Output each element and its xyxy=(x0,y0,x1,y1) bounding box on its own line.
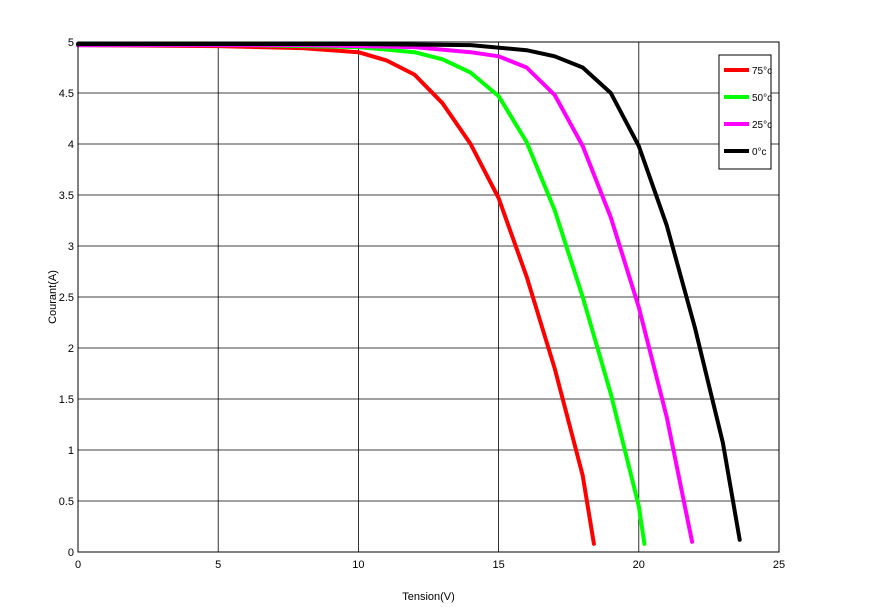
series-line-1 xyxy=(76,43,647,546)
legend: 75°c 50°c 25°c 0°c xyxy=(718,54,772,170)
y-tick-label: 4 xyxy=(68,139,74,151)
y-tick-label: 4.5 xyxy=(59,88,74,100)
y-axis-ticks: 0 0.5 1 1.5 2 2.5 3 3.5 4 4.5 5 xyxy=(59,37,74,559)
plot-frame xyxy=(77,41,780,553)
y-tick-label: 1 xyxy=(68,445,74,457)
legend-label: 50°c xyxy=(752,93,772,104)
legend-label: 25°c xyxy=(752,120,772,131)
y-tick-label: 2 xyxy=(68,343,74,355)
y-tick-label: 0 xyxy=(68,547,74,559)
y-tick-label: 5 xyxy=(68,37,74,49)
legend-label: 75°c xyxy=(752,66,772,77)
x-tick-label: 10 xyxy=(352,559,364,571)
series-line-3 xyxy=(76,42,742,542)
y-tick-label: 1.5 xyxy=(59,394,74,406)
x-tick-label: 25 xyxy=(773,559,785,571)
y-tick-label: 3 xyxy=(68,241,74,253)
x-axis-ticks: 0 5 10 15 20 25 xyxy=(75,559,785,571)
y-tick-label: 2.5 xyxy=(59,292,74,304)
x-tick-label: 15 xyxy=(492,559,504,571)
y-axis-title: Courant(A) xyxy=(47,270,59,324)
x-tick-label: 20 xyxy=(633,559,645,571)
series-line-2 xyxy=(76,43,695,544)
x-tick-label: 5 xyxy=(215,559,221,571)
x-tick-label: 0 xyxy=(75,559,81,571)
y-tick-label: 3.5 xyxy=(59,190,74,202)
grid-lines xyxy=(77,41,780,553)
y-tick-label: 0.5 xyxy=(59,496,74,508)
x-axis-title: Tension(V) xyxy=(402,591,455,603)
series-layer xyxy=(76,42,742,546)
legend-label: 0°c xyxy=(752,147,767,158)
series-line-0 xyxy=(76,43,596,546)
